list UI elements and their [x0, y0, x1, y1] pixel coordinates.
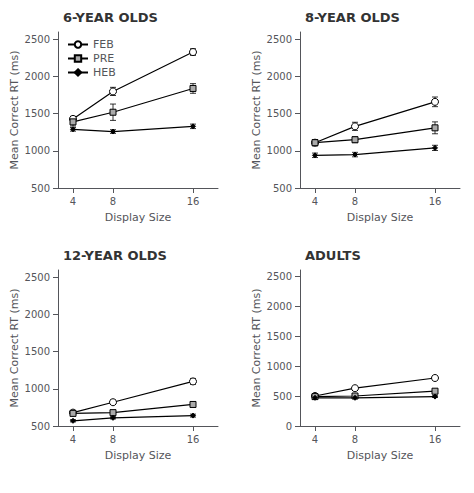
svg-text:Display Size: Display Size	[105, 211, 172, 224]
svg-text:4: 4	[70, 196, 76, 207]
svg-text:ADULTS: ADULTS	[305, 248, 361, 263]
svg-text:1500: 1500	[25, 346, 50, 357]
svg-text:Mean Correct RT (ms): Mean Correct RT (ms)	[8, 50, 21, 169]
svg-text:1500: 1500	[267, 108, 292, 119]
svg-text:2500: 2500	[25, 34, 50, 45]
svg-text:1500: 1500	[25, 108, 50, 119]
svg-text:Mean Correct RT (ms): Mean Correct RT (ms)	[250, 50, 263, 169]
svg-text:Display Size: Display Size	[347, 449, 414, 462]
svg-text:12-YEAR OLDS: 12-YEAR OLDS	[63, 248, 167, 263]
svg-text:2000: 2000	[25, 71, 50, 82]
svg-text:500: 500	[273, 391, 292, 402]
svg-text:500: 500	[273, 183, 292, 194]
svg-text:8: 8	[110, 196, 116, 207]
svg-text:8: 8	[110, 434, 116, 445]
svg-text:4: 4	[312, 196, 318, 207]
svg-text:1500: 1500	[267, 331, 292, 342]
svg-text:8-YEAR OLDS: 8-YEAR OLDS	[305, 10, 400, 25]
svg-text:4: 4	[70, 434, 76, 445]
svg-text:16: 16	[187, 196, 200, 207]
svg-text:16: 16	[187, 434, 200, 445]
svg-text:500: 500	[31, 421, 50, 432]
svg-text:2500: 2500	[267, 34, 292, 45]
svg-text:4: 4	[312, 434, 318, 445]
svg-text:1000: 1000	[25, 145, 50, 156]
svg-text:2000: 2000	[25, 309, 50, 320]
svg-text:Display Size: Display Size	[347, 211, 414, 224]
svg-text:PRE: PRE	[93, 52, 114, 65]
svg-text:1000: 1000	[25, 383, 50, 394]
svg-text:6-YEAR OLDS: 6-YEAR OLDS	[63, 10, 158, 25]
svg-text:8: 8	[352, 196, 358, 207]
svg-text:HEB: HEB	[93, 66, 116, 79]
svg-text:1000: 1000	[267, 361, 292, 372]
svg-text:2000: 2000	[267, 301, 292, 312]
svg-text:Display Size: Display Size	[105, 449, 172, 462]
svg-text:Mean Correct RT (ms): Mean Correct RT (ms)	[8, 288, 21, 407]
svg-text:1000: 1000	[267, 145, 292, 156]
svg-text:FEB: FEB	[93, 38, 114, 51]
svg-text:500: 500	[31, 183, 50, 194]
svg-text:0: 0	[286, 421, 292, 432]
svg-text:Mean Correct RT (ms): Mean Correct RT (ms)	[250, 288, 263, 407]
svg-text:8: 8	[352, 434, 358, 445]
svg-text:2000: 2000	[267, 71, 292, 82]
svg-text:2500: 2500	[267, 271, 292, 282]
svg-text:2500: 2500	[25, 272, 50, 283]
svg-text:16: 16	[429, 196, 442, 207]
svg-text:16: 16	[429, 434, 442, 445]
